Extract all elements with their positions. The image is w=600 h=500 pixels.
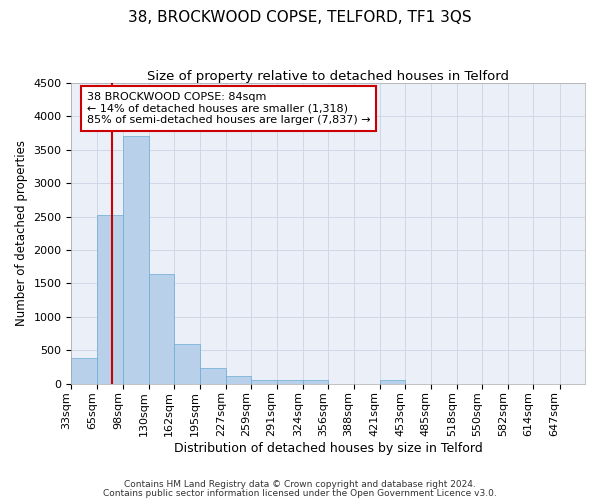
Bar bbox=[200, 368, 226, 384]
Bar bbox=[303, 380, 328, 384]
Text: 38, BROCKWOOD COPSE, TELFORD, TF1 3QS: 38, BROCKWOOD COPSE, TELFORD, TF1 3QS bbox=[128, 10, 472, 25]
Text: Contains public sector information licensed under the Open Government Licence v3: Contains public sector information licen… bbox=[103, 488, 497, 498]
Bar bbox=[71, 358, 97, 384]
Bar bbox=[277, 380, 303, 384]
Bar bbox=[251, 380, 277, 384]
Bar bbox=[226, 376, 251, 384]
Bar bbox=[149, 274, 174, 384]
Text: Contains HM Land Registry data © Crown copyright and database right 2024.: Contains HM Land Registry data © Crown c… bbox=[124, 480, 476, 489]
X-axis label: Distribution of detached houses by size in Telford: Distribution of detached houses by size … bbox=[174, 442, 482, 455]
Text: 38 BROCKWOOD COPSE: 84sqm
← 14% of detached houses are smaller (1,318)
85% of se: 38 BROCKWOOD COPSE: 84sqm ← 14% of detac… bbox=[87, 92, 370, 125]
Title: Size of property relative to detached houses in Telford: Size of property relative to detached ho… bbox=[147, 70, 509, 83]
Bar bbox=[123, 136, 149, 384]
Bar bbox=[97, 216, 123, 384]
Y-axis label: Number of detached properties: Number of detached properties bbox=[15, 140, 28, 326]
Bar bbox=[174, 344, 200, 384]
Bar bbox=[380, 380, 406, 384]
